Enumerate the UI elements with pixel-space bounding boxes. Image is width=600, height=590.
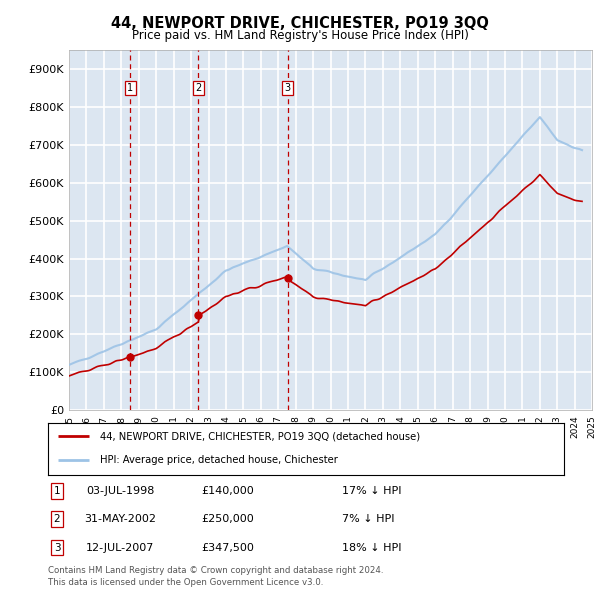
Text: 44, NEWPORT DRIVE, CHICHESTER, PO19 3QQ: 44, NEWPORT DRIVE, CHICHESTER, PO19 3QQ	[111, 16, 489, 31]
Text: 3: 3	[284, 83, 291, 93]
Text: 2: 2	[53, 514, 61, 524]
Text: £140,000: £140,000	[202, 486, 254, 496]
Text: 31-MAY-2002: 31-MAY-2002	[84, 514, 156, 524]
Text: 17% ↓ HPI: 17% ↓ HPI	[342, 486, 401, 496]
Text: 03-JUL-1998: 03-JUL-1998	[86, 486, 154, 496]
Text: 18% ↓ HPI: 18% ↓ HPI	[342, 543, 401, 552]
Text: 1: 1	[127, 83, 133, 93]
Text: 1: 1	[53, 486, 61, 496]
Text: £347,500: £347,500	[202, 543, 254, 552]
Text: 12-JUL-2007: 12-JUL-2007	[86, 543, 154, 552]
Text: HPI: Average price, detached house, Chichester: HPI: Average price, detached house, Chic…	[100, 455, 337, 466]
Text: 2: 2	[195, 83, 202, 93]
Text: Price paid vs. HM Land Registry's House Price Index (HPI): Price paid vs. HM Land Registry's House …	[131, 30, 469, 42]
Text: 7% ↓ HPI: 7% ↓ HPI	[342, 514, 395, 524]
Text: 44, NEWPORT DRIVE, CHICHESTER, PO19 3QQ (detached house): 44, NEWPORT DRIVE, CHICHESTER, PO19 3QQ …	[100, 431, 420, 441]
Text: 3: 3	[53, 543, 61, 552]
Text: £250,000: £250,000	[202, 514, 254, 524]
Text: Contains HM Land Registry data © Crown copyright and database right 2024.
This d: Contains HM Land Registry data © Crown c…	[48, 566, 383, 587]
